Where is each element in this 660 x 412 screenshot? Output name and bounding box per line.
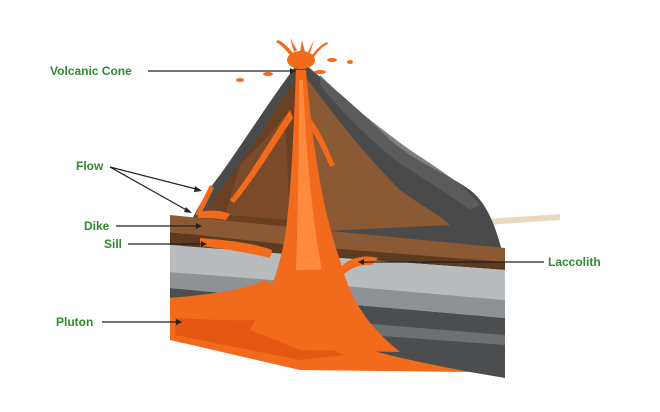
layer-soil: [170, 215, 505, 262]
arrowhead-flow-upper: [194, 186, 202, 192]
cone-slope-highlight: [320, 75, 480, 210]
arrowhead-pluton: [176, 319, 182, 325]
leader-lines: [102, 70, 544, 323]
lava-flow-3: [308, 120, 335, 167]
eruption-spatter: [236, 38, 353, 82]
dike-branch: [198, 210, 230, 220]
arrowhead-laccolith: [358, 259, 364, 265]
label-pluton: Pluton: [56, 315, 94, 329]
laccolith-dome: [338, 256, 378, 276]
label-volcanic-cone: Volcanic Cone: [50, 64, 132, 78]
cone-cutaway-right: [302, 72, 450, 232]
magma-conduit: [250, 70, 400, 352]
label-laccolith: Laccolith: [548, 255, 601, 269]
layer-soil-dark: [170, 232, 505, 270]
lava-flow-2: [195, 185, 214, 216]
arrowhead-volcanic-cone: [290, 68, 296, 74]
arrowhead-dike: [196, 223, 202, 229]
leader-line-flow-lower: [109, 166, 191, 213]
label-flow: Flow: [76, 159, 104, 173]
label-sill: Sill: [104, 237, 123, 251]
arrowhead-sill: [201, 241, 207, 247]
leader-line-flow-upper: [109, 166, 201, 191]
leader-arrowheads: [176, 68, 364, 325]
sill-branch: [200, 238, 272, 258]
magma-conduit-core: [296, 80, 322, 270]
arrowhead-flow-lower: [184, 207, 192, 213]
lava-flow-1: [230, 110, 293, 203]
label-dike: Dike: [84, 219, 110, 233]
